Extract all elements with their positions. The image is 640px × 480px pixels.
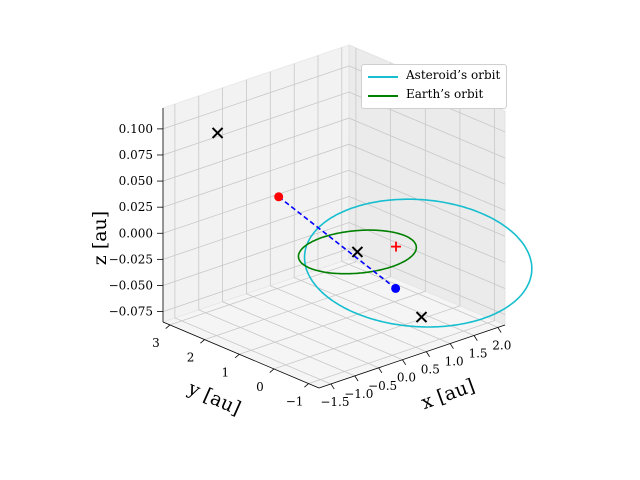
x-tick-label: −1.0 bbox=[344, 387, 373, 401]
z-tick-label: 0.100 bbox=[119, 122, 153, 136]
x-tick-mark bbox=[354, 375, 359, 382]
x-tick-mark bbox=[378, 367, 383, 374]
z-tick-label: −0.050 bbox=[109, 278, 153, 292]
y-tick-mark bbox=[304, 383, 309, 388]
asteroid-orbit-line bbox=[303, 198, 533, 328]
x-tick-label: 1.5 bbox=[468, 347, 487, 361]
z-tick-label: 0.050 bbox=[119, 174, 153, 188]
x-tick-label: −1.5 bbox=[320, 395, 349, 409]
z-tick-label: 0.000 bbox=[119, 226, 153, 240]
grid-line-x bbox=[293, 63, 451, 344]
y-tick-mark bbox=[200, 339, 205, 344]
x-marker bbox=[351, 246, 364, 258]
dot-marker bbox=[391, 283, 401, 293]
y-tick-label: 0 bbox=[256, 380, 264, 394]
y-tick-label: −1 bbox=[286, 395, 304, 409]
grid-line-x bbox=[317, 55, 475, 336]
grid-line-y bbox=[239, 77, 426, 355]
grid-line-x bbox=[269, 71, 427, 353]
axes-panes bbox=[161, 44, 507, 389]
legend: Asteroid’s orbit Earth’s orbit bbox=[361, 64, 507, 109]
z-tick-label: 0.025 bbox=[119, 200, 153, 214]
y-axis-line bbox=[162, 321, 320, 389]
axis-lines bbox=[157, 108, 506, 390]
legend-entry-earth: Earth’s orbit bbox=[368, 86, 504, 104]
grid-line-y bbox=[308, 106, 496, 384]
x-tick-label: 1.0 bbox=[445, 355, 464, 369]
y-axis-label: y [au] bbox=[184, 377, 244, 420]
z-tick-label: −0.075 bbox=[109, 305, 153, 319]
orbit-curves bbox=[278, 196, 533, 328]
x-tick-mark bbox=[425, 351, 430, 357]
z-tick-label: 0.075 bbox=[119, 148, 153, 162]
y-tick-label: 1 bbox=[221, 365, 229, 379]
y-tick-label: 3 bbox=[152, 336, 160, 350]
legend-label-earth: Earth’s orbit bbox=[406, 87, 484, 101]
y-tick-mark bbox=[234, 353, 240, 359]
grid-line-y bbox=[169, 47, 357, 326]
grid-lines bbox=[162, 47, 506, 385]
grid-line-z bbox=[162, 91, 506, 159]
grid-line-x bbox=[198, 95, 355, 377]
grid-line-x bbox=[341, 47, 498, 328]
grid-line-z bbox=[162, 117, 506, 185]
grid-line-z bbox=[162, 222, 506, 289]
grid-line-z bbox=[162, 195, 506, 263]
y-tick-label: 2 bbox=[187, 351, 195, 365]
grid-line-y bbox=[273, 91, 461, 370]
x-tick-label: −0.5 bbox=[368, 379, 397, 393]
legend-entry-asteroid: Asteroid’s orbit bbox=[368, 67, 504, 85]
x-tick-label: 0.0 bbox=[397, 371, 416, 385]
x-tick-mark bbox=[497, 327, 502, 333]
point-markers bbox=[211, 127, 428, 323]
x-tick-mark bbox=[402, 359, 407, 366]
x-tick-mark bbox=[330, 383, 335, 390]
grid-line-z bbox=[162, 248, 506, 315]
grid-line-y bbox=[204, 62, 392, 340]
dashed-connector-line bbox=[278, 196, 397, 290]
tick-labels: −1.5−1.0−0.50.0 0.5 1.0 1.5 2.0 −1 0 1 2 3 −0.075 −… bbox=[109, 122, 512, 409]
legend-label-asteroid: Asteroid’s orbit bbox=[406, 68, 501, 82]
z-axis-label: z [au] bbox=[89, 211, 111, 265]
grid-line-z bbox=[162, 169, 506, 237]
x-tick-label: 2.0 bbox=[492, 338, 511, 352]
z-tick-label: −0.025 bbox=[109, 252, 153, 266]
x-marker bbox=[211, 127, 224, 139]
y-tick-mark bbox=[269, 368, 275, 373]
grid-line-x bbox=[222, 87, 379, 369]
x-tick-mark bbox=[449, 343, 454, 349]
grid-line-x bbox=[246, 79, 403, 361]
plus-marker bbox=[391, 241, 402, 252]
legend-swatch-earth bbox=[368, 95, 398, 97]
dot-marker bbox=[274, 192, 284, 202]
x-tick-label: 0.5 bbox=[421, 363, 440, 377]
earth-orbit-line bbox=[297, 229, 418, 275]
x-tick-mark bbox=[473, 335, 478, 341]
grid-line-x bbox=[174, 104, 332, 385]
x-marker bbox=[415, 311, 428, 323]
x-axis-label: x [au] bbox=[418, 375, 477, 415]
grid-line-z bbox=[162, 65, 506, 133]
legend-swatch-asteroid bbox=[368, 76, 398, 78]
grid-line-z bbox=[162, 143, 506, 211]
y-tick-mark bbox=[165, 324, 171, 329]
